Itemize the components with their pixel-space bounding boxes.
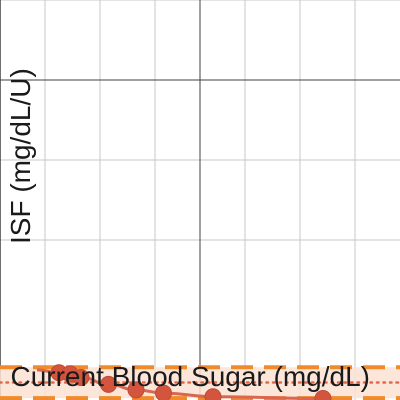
series [36, 364, 332, 400]
data-point [204, 388, 222, 400]
data-point [127, 381, 145, 399]
data-point [72, 368, 90, 386]
data-point [155, 384, 172, 400]
y-axis-label: ISF (mg/dL/U) [5, 68, 36, 244]
data-point [100, 375, 117, 393]
x-axis-label: Current Blood Sugar (mg/dL) [10, 361, 370, 392]
data-point [314, 390, 332, 400]
